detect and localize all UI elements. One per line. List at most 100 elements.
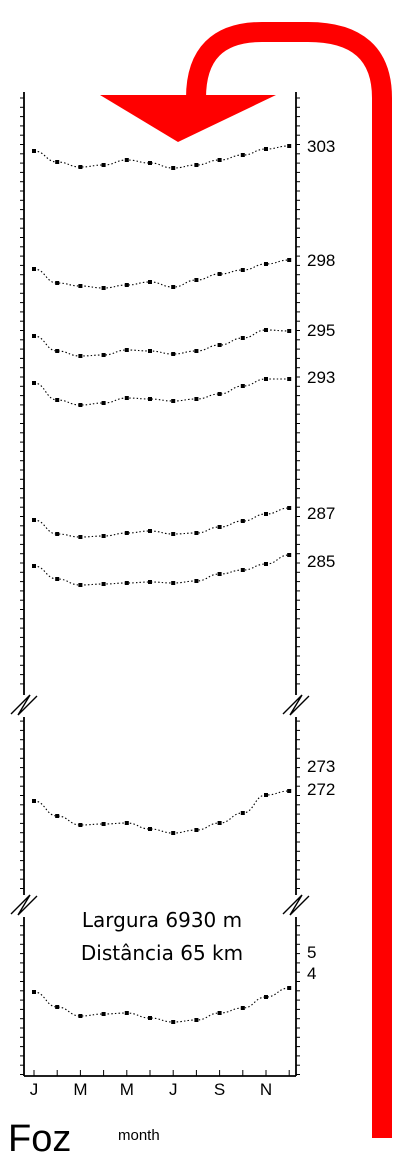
series-point bbox=[171, 399, 176, 403]
level-label: 298 bbox=[307, 251, 335, 270]
series-point bbox=[287, 377, 292, 381]
series-point bbox=[124, 158, 129, 162]
axis-break-mark bbox=[282, 894, 310, 916]
level-label: 303 bbox=[307, 137, 335, 156]
series-point bbox=[287, 258, 292, 262]
month-tick-label: J bbox=[30, 1080, 39, 1099]
series-point bbox=[101, 582, 106, 586]
series-point bbox=[101, 534, 106, 538]
series-point bbox=[217, 158, 222, 162]
series-point bbox=[148, 1016, 152, 1020]
series-point bbox=[78, 535, 83, 539]
series-point bbox=[171, 1020, 176, 1024]
series-point bbox=[264, 995, 268, 999]
series-point bbox=[287, 553, 292, 557]
series-point bbox=[264, 262, 268, 266]
series-point bbox=[171, 352, 176, 356]
axis-break-mark bbox=[282, 694, 310, 716]
series-point bbox=[194, 163, 199, 167]
series-point bbox=[171, 166, 176, 170]
series-point bbox=[78, 403, 83, 407]
series-point bbox=[217, 272, 222, 276]
series-point bbox=[240, 153, 245, 157]
series-point bbox=[240, 811, 245, 815]
series-point bbox=[101, 353, 106, 357]
month-tick-label: N bbox=[260, 1080, 272, 1099]
series-point bbox=[148, 529, 152, 533]
series-point bbox=[78, 1014, 83, 1018]
series-point bbox=[287, 144, 292, 148]
series-point bbox=[55, 814, 60, 818]
series-point bbox=[264, 147, 268, 151]
location-label: Foz bbox=[8, 1118, 72, 1160]
month-tick-label: S bbox=[214, 1080, 225, 1099]
chart-frame bbox=[10, 92, 310, 1077]
level-label: 4 bbox=[307, 964, 316, 983]
water-level-labels: 303 298 295 293 287 285 273 272 5 4 bbox=[307, 137, 335, 983]
series-layer bbox=[32, 144, 292, 1024]
series-point bbox=[101, 401, 106, 405]
series-point bbox=[148, 161, 152, 165]
series-point bbox=[171, 581, 176, 585]
series-point bbox=[124, 821, 129, 825]
series-point bbox=[194, 1018, 199, 1022]
month-tick-label: M bbox=[73, 1080, 87, 1099]
red-arrow-head bbox=[100, 95, 276, 142]
series-line bbox=[33, 259, 290, 289]
red-return-arrow bbox=[186, 22, 392, 1138]
series-point bbox=[55, 281, 60, 285]
series-line bbox=[33, 790, 290, 834]
series-line bbox=[33, 329, 290, 357]
month-tick-label: J bbox=[169, 1080, 178, 1099]
series-point bbox=[240, 568, 245, 572]
series-point bbox=[101, 1012, 106, 1016]
series-point bbox=[78, 583, 83, 587]
series-point bbox=[194, 349, 199, 353]
series-point bbox=[287, 789, 292, 793]
series-point bbox=[101, 286, 106, 290]
level-label: 295 bbox=[307, 321, 335, 340]
series-point bbox=[101, 822, 106, 826]
level-label: 293 bbox=[307, 368, 335, 387]
series-point bbox=[264, 562, 268, 566]
series-point bbox=[55, 349, 60, 353]
series-point bbox=[287, 986, 292, 990]
series-point bbox=[194, 278, 199, 282]
series-point bbox=[148, 349, 152, 353]
series-point bbox=[148, 580, 152, 584]
series-line bbox=[33, 987, 290, 1023]
series-point bbox=[287, 506, 292, 510]
series-point bbox=[240, 519, 245, 523]
series-point bbox=[148, 280, 152, 284]
series-point bbox=[78, 165, 83, 169]
annotation-width: Largura 6930 m bbox=[82, 908, 242, 932]
series-point bbox=[55, 398, 60, 402]
level-label: 285 bbox=[307, 552, 335, 571]
series-point bbox=[32, 267, 36, 271]
series-point bbox=[124, 283, 129, 287]
series-point bbox=[217, 392, 222, 396]
series-point bbox=[240, 268, 245, 272]
series-point bbox=[194, 828, 199, 832]
x-axis-label: month bbox=[118, 1127, 160, 1144]
series-point bbox=[171, 285, 176, 289]
level-label: 273 bbox=[307, 757, 335, 776]
series-point bbox=[124, 396, 129, 400]
series-point bbox=[32, 334, 36, 338]
level-label: 272 bbox=[307, 780, 335, 799]
series-point bbox=[148, 397, 152, 401]
series-point bbox=[264, 512, 268, 516]
series-point bbox=[148, 827, 152, 831]
series-point bbox=[32, 149, 36, 153]
series-point bbox=[32, 799, 36, 803]
series-point bbox=[217, 821, 222, 825]
series-point bbox=[124, 531, 129, 535]
series-point bbox=[32, 518, 36, 522]
series-point bbox=[194, 531, 199, 535]
series-line bbox=[33, 507, 290, 538]
series-point bbox=[55, 577, 60, 581]
series-point bbox=[124, 581, 129, 585]
month-tick-label: M bbox=[120, 1080, 134, 1099]
